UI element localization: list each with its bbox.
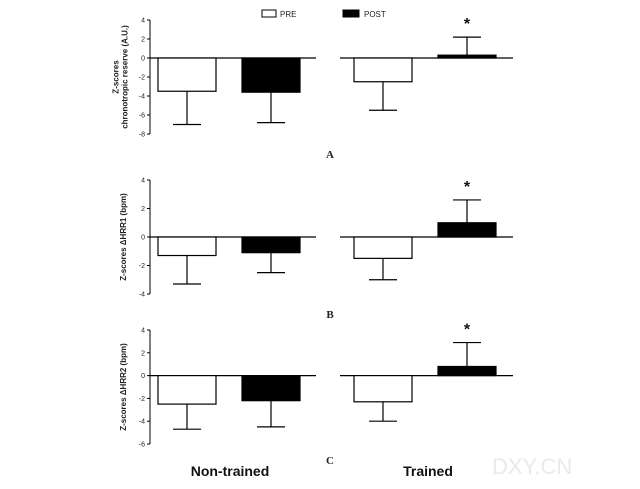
y-tick-label: 2 [141,37,145,44]
chart-panels: 4 2 0 -2 -4 -6 -8 Z-scoreschronotropic reserve … [111,16,513,467]
legend-post-label: POST [364,10,386,19]
significance-marker: * [464,16,471,33]
y-tick-label: -4 [139,94,145,101]
bar-trained-post [437,222,497,238]
bar-non-trained-post [241,236,301,254]
legend-post-swatch [342,9,360,18]
bar-trained-pre [353,57,413,83]
y-axis-label: Z-scoreschronotropic reserve (A.U.) [111,25,129,129]
bar-non-trained-pre [157,375,217,405]
bar-trained-post [437,365,497,377]
y-tick-label: 0 [141,56,145,63]
y-tick-label: 4 [141,178,145,185]
y-tick-label: -4 [139,419,145,426]
group-label-non-trained: Non-trained [191,463,270,479]
bar-trained-pre [353,375,413,403]
group-label-trained: Trained [403,463,453,479]
y-tick-label: -2 [139,396,145,403]
legend-pre-label: PRE [280,10,296,19]
legend: PRE POST [261,9,386,19]
y-tick-label: -2 [139,75,145,82]
bar-trained-pre [353,236,413,259]
bar-non-trained-pre [157,57,217,92]
y-tick-label: 2 [141,350,145,357]
y-tick-label: -4 [139,292,145,299]
y-tick-label: -2 [139,263,145,270]
y-tick-label: 0 [141,373,145,380]
bar-trained-post [437,54,497,59]
significance-marker: * [464,322,471,339]
y-tick-label: 4 [141,18,145,25]
bar-non-trained-pre [157,236,217,257]
panel-letter: C [326,455,334,467]
y-axis-label: Z-scores ΔHRR1 (bpm) [119,193,128,281]
significance-marker: * [464,179,471,196]
watermark: DXY.CN [492,454,572,479]
y-tick-label: -6 [139,442,145,449]
y-axis-label: Z-scores ΔHRR2 (bpm) [119,343,128,431]
legend-pre-swatch [261,9,277,18]
bar-non-trained-post [241,375,301,402]
y-tick-label: 2 [141,206,145,213]
panel-letter: B [326,309,334,321]
y-tick-label: 4 [141,328,145,335]
y-tick-label: -8 [139,132,145,139]
y-tick-label: 0 [141,235,145,242]
bar-non-trained-post [241,57,301,93]
panel-letter: A [326,149,334,161]
y-tick-label: -6 [139,113,145,120]
